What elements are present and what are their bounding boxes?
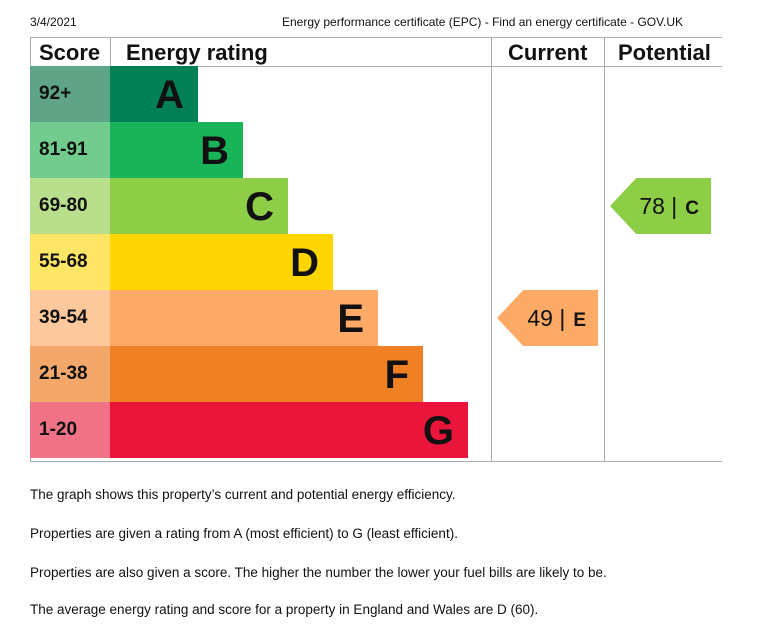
divider [30, 66, 722, 67]
description-text: The graph shows this property’s current … [30, 487, 456, 502]
rating-bar-a: A [110, 66, 198, 122]
score-range-c: 69-80 [30, 178, 110, 234]
rating-bar-g: G [110, 402, 468, 458]
score-range-e: 39-54 [30, 290, 110, 346]
current-score: 49 | [527, 305, 566, 331]
score-range-f: 21-38 [30, 346, 110, 402]
rating-bar-b: B [110, 122, 243, 178]
page-title: Energy performance certificate (EPC) - F… [282, 15, 684, 29]
potential-score: 78 | [639, 193, 678, 219]
header-current: Current [508, 40, 588, 65]
potential-rating-arrow: 78 | C [610, 178, 711, 234]
rating-bar-c: C [110, 178, 288, 234]
description-text: Properties are given a rating from A (mo… [30, 526, 458, 541]
header-potential: Potential [618, 40, 711, 65]
description-text: The average energy rating and score for … [30, 602, 539, 617]
current-rating-arrow: 49 | E [497, 290, 598, 346]
description-text: Properties are also given a score. The h… [30, 565, 607, 580]
rating-bar-d: D [110, 234, 333, 290]
rating-bar-e: E [110, 290, 378, 346]
header-energy-rating: Energy rating [126, 40, 268, 65]
score-range-a: 92+ [30, 66, 110, 122]
score-range-g: 1-20 [30, 402, 110, 458]
score-range-d: 55-68 [30, 234, 110, 290]
score-range-b: 81-91 [30, 122, 110, 178]
epc-rating-table: Score Energy rating Current Potential 92… [30, 37, 722, 462]
potential-letter: C [685, 198, 699, 219]
rating-bar-f: F [110, 346, 423, 402]
divider [604, 38, 605, 461]
print-date: 3/4/2021 [30, 15, 77, 29]
divider [491, 38, 492, 461]
divider [110, 38, 111, 66]
current-letter: E [573, 310, 586, 331]
header-score: Score [39, 40, 101, 65]
